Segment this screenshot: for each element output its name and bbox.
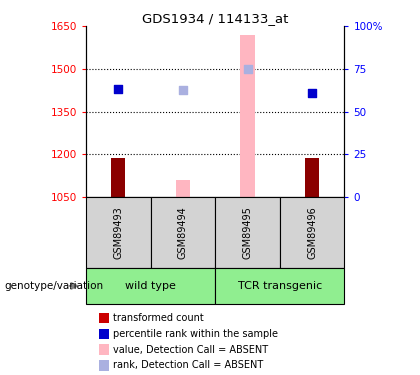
Text: transformed count: transformed count	[113, 313, 203, 323]
Bar	[215, 268, 344, 304]
Text: genotype/variation: genotype/variation	[4, 281, 103, 291]
Bar	[86, 268, 215, 304]
Text: GSM89493: GSM89493	[113, 206, 123, 259]
Bar	[215, 197, 280, 268]
Text: wild type: wild type	[125, 281, 176, 291]
Bar	[151, 197, 215, 268]
Text: GSM89496: GSM89496	[307, 206, 317, 259]
Text: GSM89494: GSM89494	[178, 206, 188, 259]
Point	[244, 66, 251, 72]
Bar	[280, 197, 344, 268]
Point	[115, 86, 122, 92]
Bar	[86, 197, 151, 268]
Bar	[305, 159, 319, 197]
Text: TCR transgenic: TCR transgenic	[238, 281, 322, 291]
Text: rank, Detection Call = ABSENT: rank, Detection Call = ABSENT	[113, 360, 263, 370]
Text: value, Detection Call = ABSENT: value, Detection Call = ABSENT	[113, 345, 268, 354]
Title: GDS1934 / 114133_at: GDS1934 / 114133_at	[142, 12, 289, 25]
Bar	[176, 180, 190, 197]
Point	[309, 90, 315, 96]
Bar	[240, 35, 255, 197]
Text: GSM89495: GSM89495	[242, 206, 252, 259]
Text: percentile rank within the sample: percentile rank within the sample	[113, 329, 278, 339]
Bar	[111, 159, 126, 197]
Point	[180, 87, 186, 93]
